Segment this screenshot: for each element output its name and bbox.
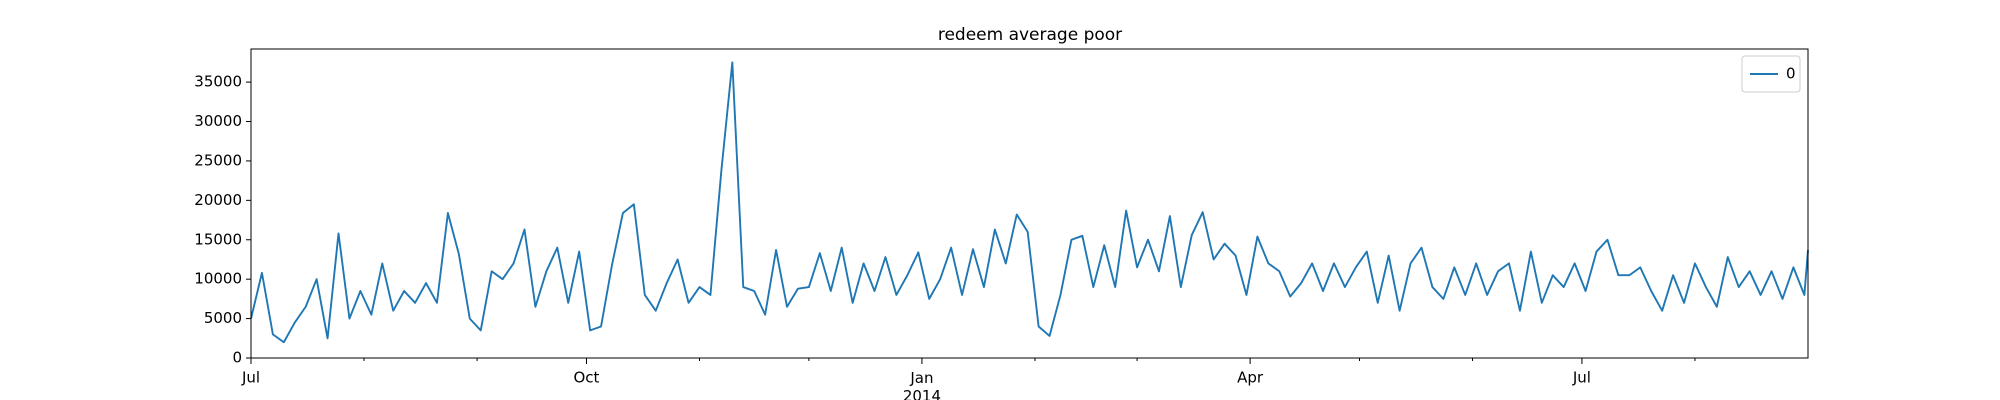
- y-tick-label: 35000: [194, 73, 242, 91]
- data-line: [250, 61, 1809, 344]
- x-tick-label: Jul: [1572, 369, 1591, 387]
- y-tick-label: 25000: [194, 151, 242, 169]
- x-tick-label: Apr: [1237, 369, 1264, 387]
- x-tick-label: Jan 2014: [903, 369, 941, 400]
- chart-title: redeem average poor: [938, 25, 1122, 45]
- x-tick-label: Oct: [573, 369, 599, 387]
- x-tick-label: Jul: [241, 369, 260, 387]
- plot-frame: [250, 48, 1809, 359]
- y-tick-label: 15000: [194, 230, 242, 248]
- y-tick-label: 20000: [194, 191, 242, 209]
- y-tick-label: 30000: [194, 112, 242, 130]
- legend-label: 0: [1786, 65, 1796, 83]
- y-tick-label: 5000: [204, 309, 242, 327]
- y-tick-label: 0: [232, 349, 242, 367]
- y-tick-label: 10000: [194, 270, 242, 288]
